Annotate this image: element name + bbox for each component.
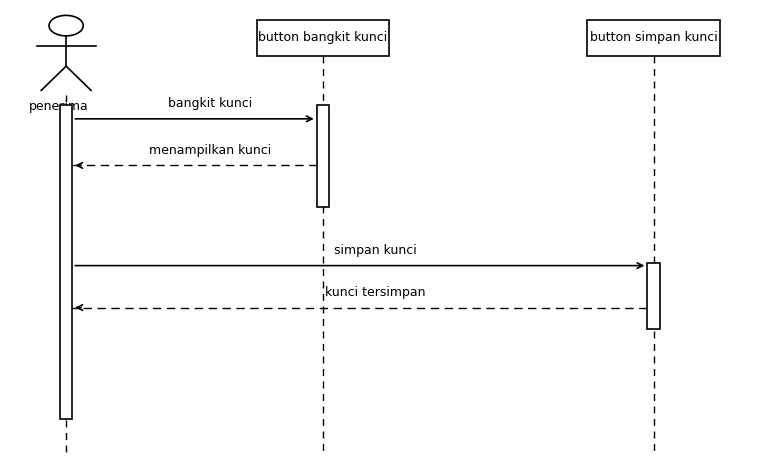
Bar bbox=[587, 20, 720, 56]
Text: button simpan kunci: button simpan kunci bbox=[590, 31, 717, 44]
Text: menampilkan kunci: menampilkan kunci bbox=[149, 144, 272, 157]
Text: bangkit kunci: bangkit kunci bbox=[168, 97, 252, 110]
Bar bbox=[317, 105, 329, 207]
Bar bbox=[60, 105, 72, 419]
Bar bbox=[647, 263, 660, 329]
Bar bbox=[257, 20, 389, 56]
Text: simpan kunci: simpan kunci bbox=[334, 244, 417, 257]
Text: penerima: penerima bbox=[29, 100, 88, 113]
Text: button bangkit kunci: button bangkit kunci bbox=[258, 31, 387, 44]
Text: kunci tersimpan: kunci tersimpan bbox=[325, 286, 426, 299]
